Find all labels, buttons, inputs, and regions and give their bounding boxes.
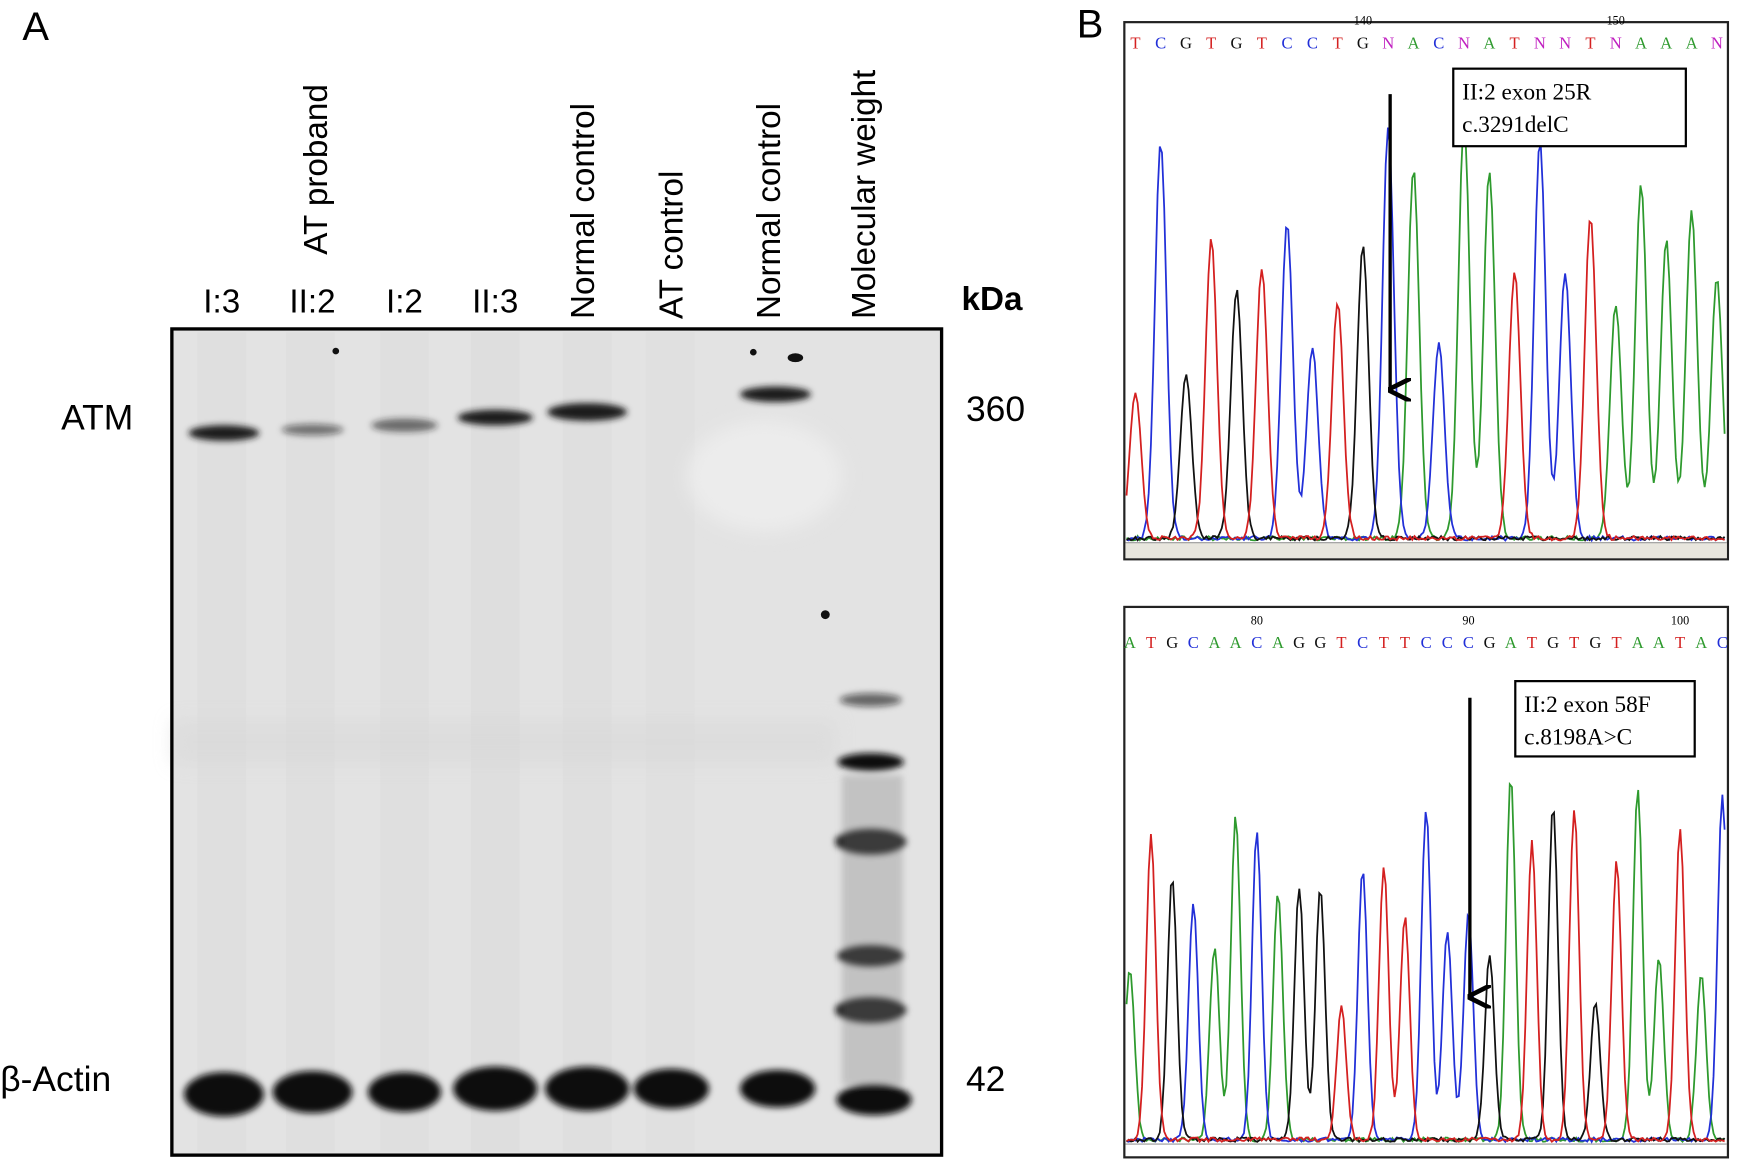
position-label: 140 <box>1354 13 1372 27</box>
annotation-text: c.8198A>C <box>1524 724 1632 750</box>
blot <box>170 327 944 1157</box>
base-call: C <box>1442 633 1453 652</box>
position-label: 100 <box>1671 614 1689 628</box>
blot-frame <box>170 327 944 1157</box>
trace-group: A T G C A A C A G G T C T T C C C G A T G T G T A A T A C80 90 100II:2… <box>1124 614 1728 1144</box>
base-call: C <box>1282 34 1293 53</box>
base-call: T <box>1333 34 1343 53</box>
base-call: C <box>1251 633 1262 652</box>
atm-bands <box>188 386 811 441</box>
base-call: G <box>1484 633 1496 652</box>
base-call: G <box>1293 633 1305 652</box>
base-call: A <box>1483 34 1495 53</box>
base-call: T <box>1130 34 1140 53</box>
annotation-text: c.3291delC <box>1462 112 1569 138</box>
base-call: C <box>1421 633 1432 652</box>
base-call: C <box>1463 633 1474 652</box>
base-call: T <box>1400 633 1410 652</box>
position-label: 150 <box>1607 13 1625 27</box>
trace <box>1125 219 1726 542</box>
base-call: N <box>1382 34 1394 53</box>
base-call: T <box>1146 633 1156 652</box>
band-labels: ATM 360 β-Actin 42 <box>0 389 1025 1099</box>
base-call: A <box>1124 633 1136 652</box>
position-label: 90 <box>1462 614 1474 628</box>
base-call: A <box>1660 34 1672 53</box>
base-call: G <box>1589 633 1601 652</box>
lane-label: II:3 <box>472 283 518 320</box>
base-call: T <box>1585 34 1595 53</box>
lane-label: I:2 <box>386 283 423 320</box>
base-call: N <box>1534 34 1546 53</box>
base-call: A <box>1695 633 1707 652</box>
base-call: T <box>1206 34 1216 53</box>
band-size: 360 <box>966 389 1025 429</box>
specks <box>332 347 830 620</box>
lane-label: AT control <box>653 171 690 319</box>
band-name: ATM <box>61 398 133 438</box>
base-call: C <box>1188 633 1199 652</box>
marker-ladder <box>835 693 912 1116</box>
base-call: A <box>1230 633 1242 652</box>
base-call: G <box>1314 633 1326 652</box>
lane-labels: I:3 II:2 I:2 II:3 Normal control AT cont… <box>203 70 883 321</box>
position-label: 80 <box>1251 614 1263 628</box>
lane-label: Normal control <box>565 103 602 319</box>
band-size: 42 <box>966 1059 1005 1099</box>
annotation-box <box>1514 680 1696 758</box>
base-call: G <box>1166 633 1178 652</box>
base-call: C <box>1717 633 1728 652</box>
base-call: A <box>1686 34 1698 53</box>
trace <box>1126 123 1726 542</box>
base-call: T <box>1527 633 1537 652</box>
base-call: C <box>1357 633 1368 652</box>
base-call: A <box>1407 34 1419 53</box>
base-call: A <box>1272 633 1284 652</box>
trace <box>1125 810 1726 1144</box>
base-call: C <box>1433 34 1444 53</box>
base-call: N <box>1711 34 1723 53</box>
band-name: β-Actin <box>0 1059 111 1099</box>
lane-label: Normal control <box>751 103 788 319</box>
annotation-box <box>1452 67 1687 148</box>
base-call: A <box>1209 633 1221 652</box>
base-call: G <box>1231 34 1243 53</box>
lane-label: Molecular weight <box>846 70 883 319</box>
base-call: T <box>1675 633 1685 652</box>
base-call: G <box>1180 34 1192 53</box>
base-call: N <box>1610 34 1622 53</box>
annotation-text: II:2 exon 25R <box>1462 80 1592 106</box>
panel-label: B <box>1077 3 1104 47</box>
base-call: A <box>1653 633 1665 652</box>
base-call: G <box>1547 633 1559 652</box>
panel-label: A <box>22 5 49 49</box>
lane-label: I:3 <box>203 283 240 320</box>
annotation-text: II:2 exon 58F <box>1524 692 1651 718</box>
base-call: N <box>1458 34 1470 53</box>
base-call: C <box>1155 34 1166 53</box>
base-call: T <box>1379 633 1389 652</box>
lane-group-label: AT proband <box>298 84 335 255</box>
base-call: T <box>1569 633 1579 652</box>
lane-label: II:2 <box>289 283 335 320</box>
trace <box>1126 810 1726 1144</box>
base-call: A <box>1505 633 1517 652</box>
base-call: C <box>1307 34 1318 53</box>
base-call: T <box>1612 633 1622 652</box>
base-call: G <box>1357 34 1369 53</box>
base-call: A <box>1632 633 1644 652</box>
base-call: N <box>1559 34 1571 53</box>
base-call: T <box>1510 34 1520 53</box>
unit-label: kDa <box>962 281 1023 318</box>
base-call: T <box>1257 34 1267 53</box>
base-call: T <box>1336 633 1346 652</box>
base-call: A <box>1635 34 1647 53</box>
actin-bands <box>184 1066 816 1117</box>
